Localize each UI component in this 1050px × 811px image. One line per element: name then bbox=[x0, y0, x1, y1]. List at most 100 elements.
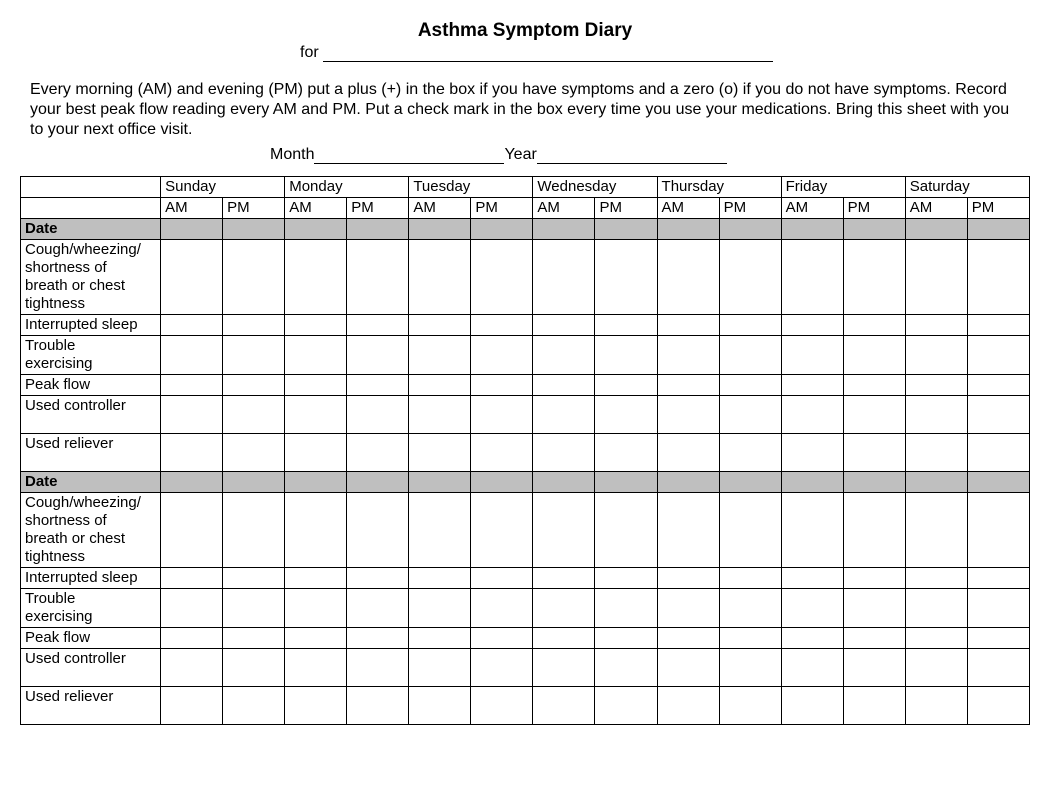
data-cell[interactable] bbox=[967, 315, 1029, 336]
data-cell[interactable] bbox=[347, 493, 409, 568]
data-cell[interactable] bbox=[285, 315, 347, 336]
data-cell[interactable] bbox=[347, 568, 409, 589]
data-cell[interactable] bbox=[595, 336, 657, 375]
data-cell[interactable] bbox=[967, 589, 1029, 628]
data-cell[interactable] bbox=[285, 568, 347, 589]
data-cell[interactable] bbox=[595, 687, 657, 725]
date-cell[interactable] bbox=[223, 219, 285, 240]
data-cell[interactable] bbox=[781, 434, 843, 472]
data-cell[interactable] bbox=[285, 336, 347, 375]
data-cell[interactable] bbox=[223, 434, 285, 472]
data-cell[interactable] bbox=[905, 589, 967, 628]
data-cell[interactable] bbox=[223, 589, 285, 628]
data-cell[interactable] bbox=[843, 568, 905, 589]
data-cell[interactable] bbox=[347, 649, 409, 687]
data-cell[interactable] bbox=[285, 628, 347, 649]
date-cell[interactable] bbox=[967, 219, 1029, 240]
data-cell[interactable] bbox=[347, 315, 409, 336]
data-cell[interactable] bbox=[843, 336, 905, 375]
data-cell[interactable] bbox=[223, 568, 285, 589]
data-cell[interactable] bbox=[223, 240, 285, 315]
data-cell[interactable] bbox=[905, 375, 967, 396]
data-cell[interactable] bbox=[905, 434, 967, 472]
data-cell[interactable] bbox=[967, 649, 1029, 687]
data-cell[interactable] bbox=[223, 687, 285, 725]
data-cell[interactable] bbox=[409, 375, 471, 396]
data-cell[interactable] bbox=[843, 687, 905, 725]
date-cell[interactable] bbox=[285, 219, 347, 240]
data-cell[interactable] bbox=[533, 336, 595, 375]
date-cell[interactable] bbox=[347, 219, 409, 240]
data-cell[interactable] bbox=[161, 589, 223, 628]
data-cell[interactable] bbox=[719, 396, 781, 434]
data-cell[interactable] bbox=[471, 568, 533, 589]
data-cell[interactable] bbox=[905, 493, 967, 568]
data-cell[interactable] bbox=[347, 628, 409, 649]
data-cell[interactable] bbox=[409, 396, 471, 434]
data-cell[interactable] bbox=[471, 649, 533, 687]
data-cell[interactable] bbox=[719, 375, 781, 396]
data-cell[interactable] bbox=[161, 687, 223, 725]
date-cell[interactable] bbox=[471, 472, 533, 493]
data-cell[interactable] bbox=[161, 396, 223, 434]
data-cell[interactable] bbox=[781, 589, 843, 628]
data-cell[interactable] bbox=[905, 687, 967, 725]
date-cell[interactable] bbox=[595, 472, 657, 493]
data-cell[interactable] bbox=[967, 434, 1029, 472]
data-cell[interactable] bbox=[781, 628, 843, 649]
data-cell[interactable] bbox=[657, 589, 719, 628]
date-cell[interactable] bbox=[161, 472, 223, 493]
data-cell[interactable] bbox=[657, 649, 719, 687]
data-cell[interactable] bbox=[533, 396, 595, 434]
data-cell[interactable] bbox=[843, 396, 905, 434]
data-cell[interactable] bbox=[719, 649, 781, 687]
data-cell[interactable] bbox=[471, 589, 533, 628]
data-cell[interactable] bbox=[905, 396, 967, 434]
data-cell[interactable] bbox=[409, 649, 471, 687]
data-cell[interactable] bbox=[471, 336, 533, 375]
data-cell[interactable] bbox=[967, 568, 1029, 589]
data-cell[interactable] bbox=[161, 649, 223, 687]
data-cell[interactable] bbox=[719, 434, 781, 472]
month-input-line[interactable] bbox=[314, 163, 504, 164]
data-cell[interactable] bbox=[161, 628, 223, 649]
data-cell[interactable] bbox=[657, 315, 719, 336]
data-cell[interactable] bbox=[905, 336, 967, 375]
data-cell[interactable] bbox=[161, 568, 223, 589]
date-cell[interactable] bbox=[781, 219, 843, 240]
data-cell[interactable] bbox=[719, 568, 781, 589]
for-input-line[interactable] bbox=[323, 61, 773, 62]
date-cell[interactable] bbox=[161, 219, 223, 240]
data-cell[interactable] bbox=[719, 336, 781, 375]
data-cell[interactable] bbox=[967, 628, 1029, 649]
data-cell[interactable] bbox=[347, 375, 409, 396]
data-cell[interactable] bbox=[905, 240, 967, 315]
data-cell[interactable] bbox=[409, 687, 471, 725]
data-cell[interactable] bbox=[347, 687, 409, 725]
date-cell[interactable] bbox=[657, 472, 719, 493]
date-cell[interactable] bbox=[719, 472, 781, 493]
data-cell[interactable] bbox=[781, 493, 843, 568]
data-cell[interactable] bbox=[905, 649, 967, 687]
data-cell[interactable] bbox=[781, 568, 843, 589]
data-cell[interactable] bbox=[533, 628, 595, 649]
date-cell[interactable] bbox=[719, 219, 781, 240]
data-cell[interactable] bbox=[719, 493, 781, 568]
data-cell[interactable] bbox=[533, 589, 595, 628]
data-cell[interactable] bbox=[471, 315, 533, 336]
data-cell[interactable] bbox=[161, 493, 223, 568]
data-cell[interactable] bbox=[471, 687, 533, 725]
data-cell[interactable] bbox=[223, 493, 285, 568]
data-cell[interactable] bbox=[781, 336, 843, 375]
data-cell[interactable] bbox=[471, 375, 533, 396]
data-cell[interactable] bbox=[781, 315, 843, 336]
data-cell[interactable] bbox=[781, 375, 843, 396]
data-cell[interactable] bbox=[285, 240, 347, 315]
data-cell[interactable] bbox=[409, 493, 471, 568]
data-cell[interactable] bbox=[657, 493, 719, 568]
data-cell[interactable] bbox=[223, 375, 285, 396]
data-cell[interactable] bbox=[843, 315, 905, 336]
date-cell[interactable] bbox=[409, 219, 471, 240]
data-cell[interactable] bbox=[223, 315, 285, 336]
data-cell[interactable] bbox=[595, 628, 657, 649]
